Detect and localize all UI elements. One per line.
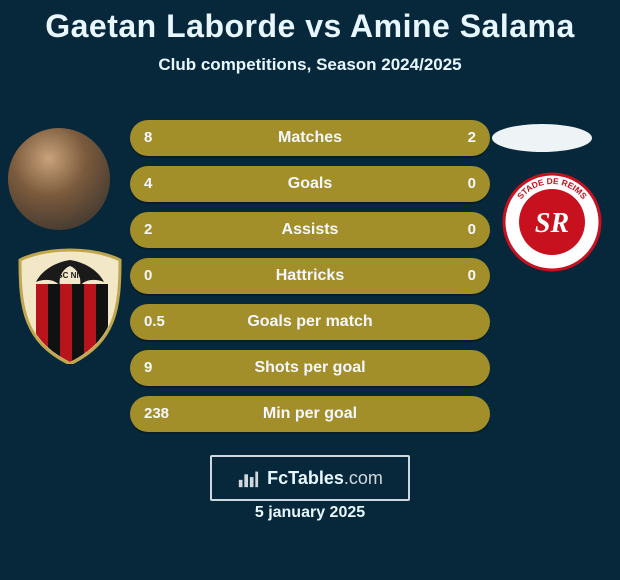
brand-main: Tables <box>288 468 344 488</box>
stat-bar-assists: 2 Assists 0 <box>130 212 490 248</box>
page-title: Gaetan Laborde vs Amine Salama <box>0 0 620 45</box>
stat-bar-min-per-goal: 238 Min per goal <box>130 396 490 432</box>
stat-bar-shots-per-goal: 9 Shots per goal <box>130 350 490 386</box>
club-crest-left: OGC NICE <box>18 248 122 364</box>
stat-right-value: 2 <box>468 120 476 156</box>
crest-left-text: OGC NICE <box>50 271 90 280</box>
player-placeholder-right <box>492 124 592 152</box>
stat-label: Min per goal <box>130 396 490 432</box>
ogc-nice-crest-icon: OGC NICE <box>18 248 122 364</box>
fctables-brand-link[interactable]: FcTables.com <box>210 455 410 501</box>
stat-label: Matches <box>130 120 490 156</box>
comparison-bars: 8 Matches 2 4 Goals 0 2 Assists 0 0 Hatt… <box>130 120 490 442</box>
stat-bar-hattricks: 0 Hattricks 0 <box>130 258 490 294</box>
crest-right-monogram: SR <box>535 208 569 239</box>
stat-label: Goals per match <box>130 304 490 340</box>
stat-label: Hattricks <box>130 258 490 294</box>
stade-de-reims-crest-icon: SR STADE DE REIMS <box>502 172 602 272</box>
club-crest-right: SR STADE DE REIMS <box>502 172 602 272</box>
stat-label: Shots per goal <box>130 350 490 386</box>
player-avatar-left <box>8 128 110 230</box>
stat-right-value: 0 <box>468 166 476 202</box>
stat-bar-goals: 4 Goals 0 <box>130 166 490 202</box>
stat-right-value: 0 <box>468 212 476 248</box>
bar-chart-icon <box>237 467 259 489</box>
page-subtitle: Club competitions, Season 2024/2025 <box>0 55 620 75</box>
stat-bar-goals-per-match: 0.5 Goals per match <box>130 304 490 340</box>
brand-prefix: Fc <box>267 468 288 488</box>
brand-suffix: .com <box>344 468 383 488</box>
brand-text: FcTables.com <box>267 468 383 489</box>
stat-right-value: 0 <box>468 258 476 294</box>
footer-date: 5 january 2025 <box>0 504 620 522</box>
stat-label: Goals <box>130 166 490 202</box>
stat-label: Assists <box>130 212 490 248</box>
stat-bar-matches: 8 Matches 2 <box>130 120 490 156</box>
